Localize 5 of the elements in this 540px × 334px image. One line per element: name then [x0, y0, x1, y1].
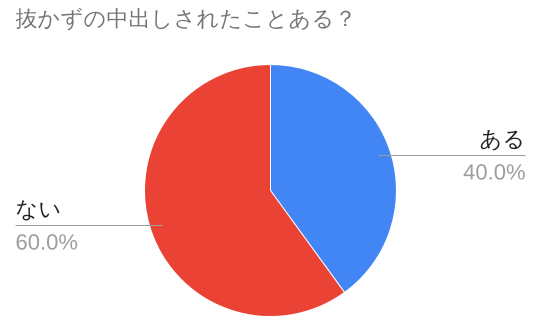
chart-title: 抜かずの中出しされたことある？ [16, 6, 356, 31]
data-label: 40.0% [463, 159, 526, 184]
data-label: 60.0% [16, 230, 78, 255]
slice-label: ない [16, 196, 62, 222]
slice-label: ある [480, 126, 526, 152]
